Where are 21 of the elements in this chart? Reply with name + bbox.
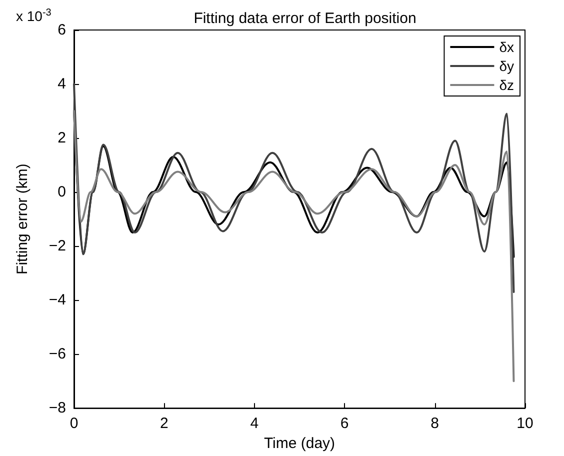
x-tick-label: 8 xyxy=(430,415,439,432)
legend-label: δx xyxy=(499,39,514,55)
x-tick-label: 6 xyxy=(340,415,349,432)
x-axis-title: Time (day) xyxy=(264,435,336,452)
x-tick-label: 2 xyxy=(160,415,168,432)
y-tick-label: 0 xyxy=(58,184,66,201)
y-tick-label: 4 xyxy=(58,76,66,93)
legend-label: δz xyxy=(499,77,514,93)
x-tick-label: 10 xyxy=(516,415,534,432)
y-tick-label: −2 xyxy=(48,238,66,255)
x-tick-label: 4 xyxy=(250,415,259,432)
y-tick-label: −4 xyxy=(48,292,66,309)
x-tick-label: 0 xyxy=(70,415,78,432)
y-tick-label: −8 xyxy=(48,400,66,417)
y-axis-title: Fitting error (km) xyxy=(14,164,31,274)
line-series xyxy=(73,110,515,382)
y-tick-label: 2 xyxy=(58,130,66,147)
y-tick-label: 6 xyxy=(58,22,66,38)
legend-label: δy xyxy=(499,58,514,74)
chart-title: Fitting data error of Earth position xyxy=(194,10,416,27)
y-tick-label: −6 xyxy=(48,346,66,363)
